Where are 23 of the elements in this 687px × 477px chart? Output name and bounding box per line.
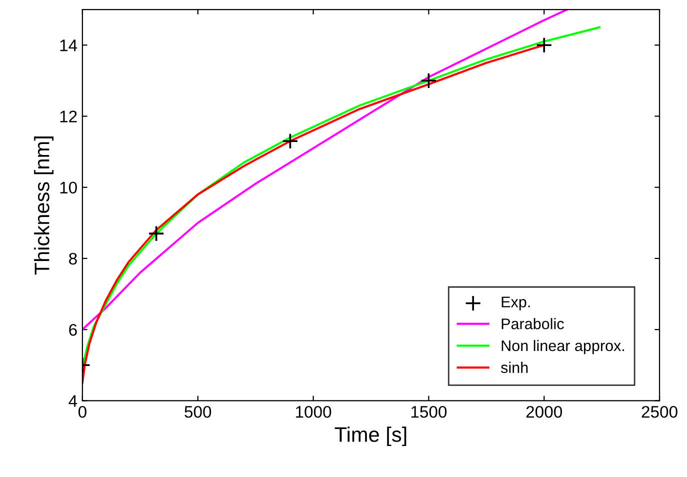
point [148, 225, 164, 242]
y-tick-label: 8 [69, 252, 77, 265]
y-tick-label: 14 [60, 40, 78, 52]
point [282, 132, 298, 150]
x-tick-label: 0 [78, 406, 86, 418]
line-series [82, 10, 568, 331]
y-tick-label: 6 [69, 324, 77, 336]
y-tick-label: 12 [60, 110, 77, 122]
x-tick-label: 2000 [526, 406, 562, 418]
x-tick-label: 1500 [411, 406, 447, 418]
legend-label: Parabolic [502, 318, 564, 330]
y-axis-title: Thickness [nm] [34, 136, 54, 275]
x-axis-title: Time [s] [334, 426, 406, 446]
point [536, 36, 552, 54]
x-tick-label: 1000 [296, 406, 332, 418]
y-tick-label: 4 [68, 395, 78, 407]
x-tick-label: 2500 [642, 406, 678, 418]
legend-label: Non linear approx. [502, 340, 624, 354]
legend-label: sinh [500, 362, 528, 374]
point [420, 72, 437, 89]
y-tick-label: 10 [60, 182, 77, 194]
x-tick-label: 500 [184, 406, 212, 418]
legend-label: Exp. [502, 296, 530, 310]
